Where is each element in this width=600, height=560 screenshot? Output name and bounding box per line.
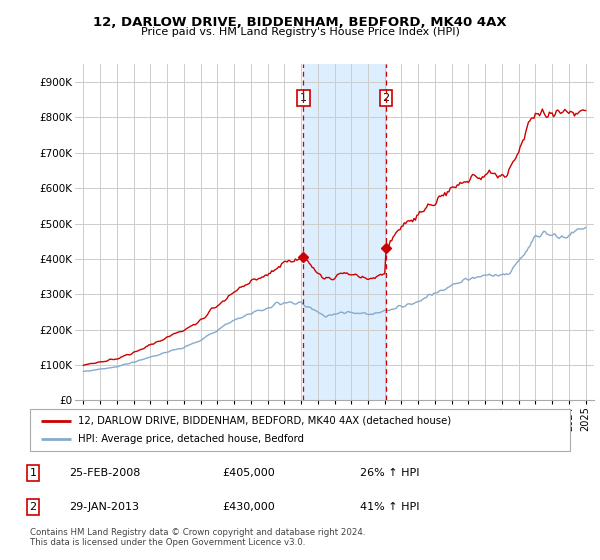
Text: 12, DARLOW DRIVE, BIDDENHAM, BEDFORD, MK40 4AX: 12, DARLOW DRIVE, BIDDENHAM, BEDFORD, MK… [93, 16, 507, 29]
Text: £430,000: £430,000 [222, 502, 275, 512]
Text: 29-JAN-2013: 29-JAN-2013 [69, 502, 139, 512]
Text: 2: 2 [29, 502, 37, 512]
Text: 12, DARLOW DRIVE, BIDDENHAM, BEDFORD, MK40 4AX (detached house): 12, DARLOW DRIVE, BIDDENHAM, BEDFORD, MK… [77, 416, 451, 426]
Text: £405,000: £405,000 [222, 468, 275, 478]
Text: 1: 1 [300, 93, 307, 103]
Text: Price paid vs. HM Land Registry's House Price Index (HPI): Price paid vs. HM Land Registry's House … [140, 27, 460, 37]
Bar [304, 64, 386, 400]
Text: 41% ↑ HPI: 41% ↑ HPI [360, 502, 419, 512]
Text: 1: 1 [29, 468, 37, 478]
Text: Contains HM Land Registry data © Crown copyright and database right 2024.
This d: Contains HM Land Registry data © Crown c… [30, 528, 365, 547]
Text: 26% ↑ HPI: 26% ↑ HPI [360, 468, 419, 478]
Text: HPI: Average price, detached house, Bedford: HPI: Average price, detached house, Bedf… [77, 434, 304, 444]
Text: 2: 2 [383, 93, 389, 103]
Text: 25-FEB-2008: 25-FEB-2008 [69, 468, 140, 478]
